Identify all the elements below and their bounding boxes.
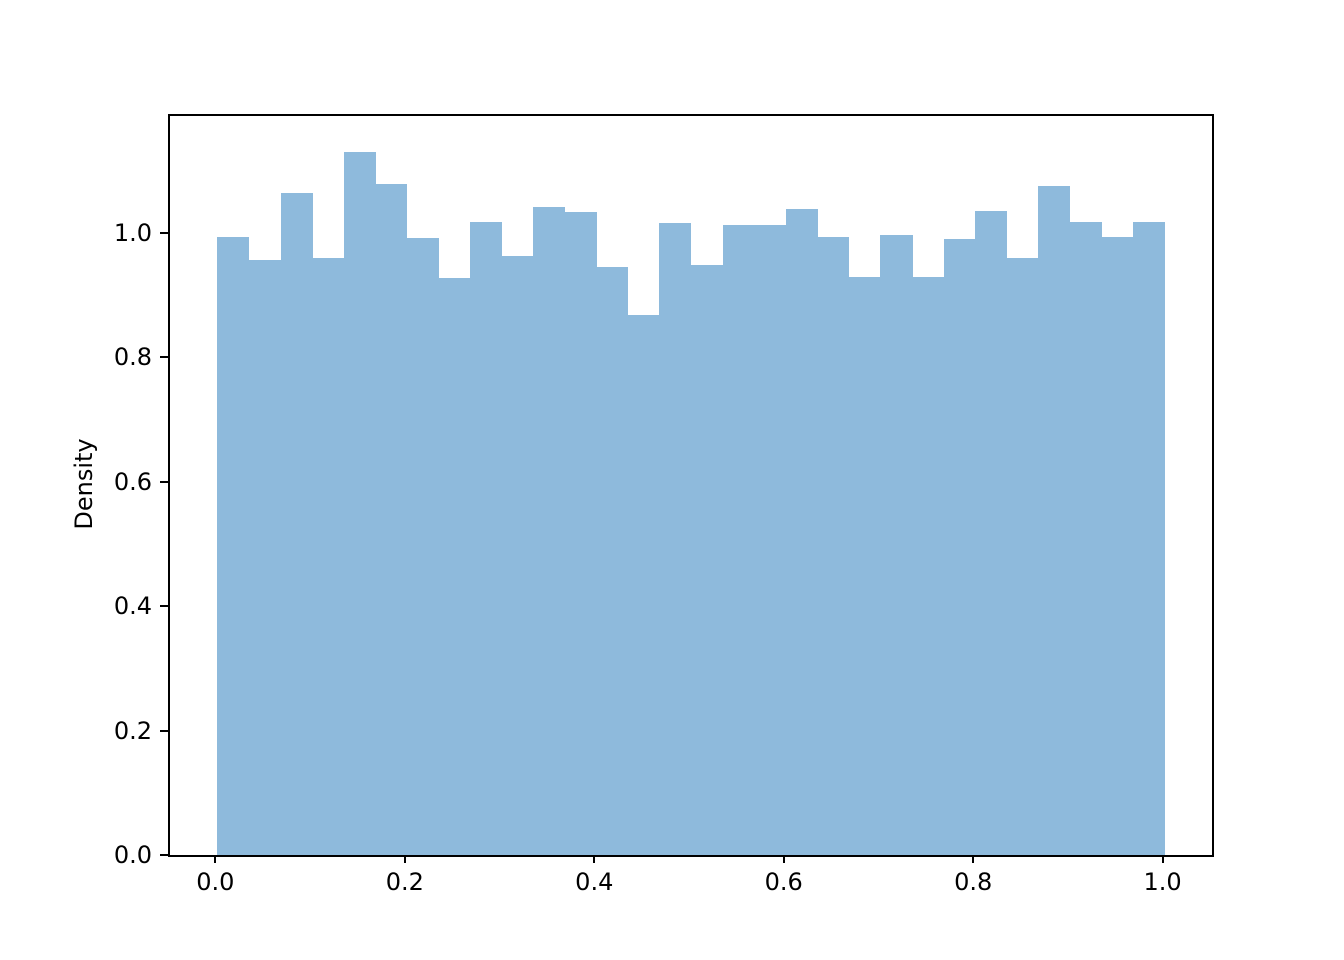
histogram-bar <box>438 277 471 855</box>
histogram-bar <box>691 264 724 855</box>
y-tick-mark <box>160 356 168 359</box>
histogram-bar <box>659 223 692 855</box>
histogram-bars <box>170 116 1212 855</box>
histogram-bar <box>627 315 660 855</box>
histogram-bar <box>880 234 913 855</box>
x-tick-label: 0.4 <box>575 868 614 896</box>
histogram-bar <box>564 212 597 855</box>
y-tick-mark <box>160 605 168 608</box>
x-tick-mark <box>403 855 406 863</box>
y-tick-label: 0.2 <box>113 716 152 745</box>
histogram-bar <box>817 237 850 855</box>
histogram-bar <box>406 237 439 855</box>
histogram-bar <box>596 266 629 855</box>
y-tick-label: 1.0 <box>113 218 152 247</box>
y-tick-label: 0.4 <box>113 592 152 621</box>
histogram-bar <box>754 225 787 855</box>
histogram-bar <box>280 193 313 855</box>
y-tick-mark <box>160 854 168 856</box>
histogram-bar <box>785 208 818 855</box>
histogram-bar <box>312 258 345 855</box>
histogram-bar <box>1101 236 1134 855</box>
x-tick-label: 1.0 <box>1143 868 1182 896</box>
x-tick-mark <box>1161 855 1164 863</box>
y-tick-mark <box>160 729 168 732</box>
histogram-bar <box>848 276 881 855</box>
plot-area <box>168 114 1214 857</box>
histogram-bar <box>217 236 250 855</box>
x-tick-label: 0.2 <box>385 868 424 896</box>
y-tick-mark <box>160 480 168 483</box>
x-tick-label: 0.8 <box>954 868 993 896</box>
histogram-bar <box>375 183 408 855</box>
histogram-bar <box>975 210 1008 855</box>
histogram-bar <box>1069 221 1102 855</box>
histogram-bar <box>343 152 376 855</box>
y-tick-label: 0.8 <box>113 343 152 372</box>
histogram-bar <box>248 260 281 855</box>
y-tick-label: 0.0 <box>113 841 152 869</box>
y-tick-mark <box>160 231 168 234</box>
histogram-bar <box>912 276 945 855</box>
histogram-bar <box>1038 185 1071 855</box>
histogram-bar <box>943 238 976 855</box>
histogram-bar <box>1133 222 1166 855</box>
x-tick-label: 0.0 <box>196 868 235 896</box>
histogram-bar <box>469 222 503 855</box>
x-tick-mark <box>972 855 975 863</box>
histogram-bar <box>722 225 755 855</box>
x-tick-label: 0.6 <box>764 868 803 896</box>
histogram-bar <box>501 255 534 855</box>
x-tick-mark <box>214 855 217 863</box>
histogram-bar <box>533 207 566 855</box>
y-tick-label: 0.6 <box>113 467 152 496</box>
x-tick-mark <box>593 855 596 863</box>
x-tick-mark <box>782 855 785 863</box>
histogram-bar <box>1006 257 1039 855</box>
